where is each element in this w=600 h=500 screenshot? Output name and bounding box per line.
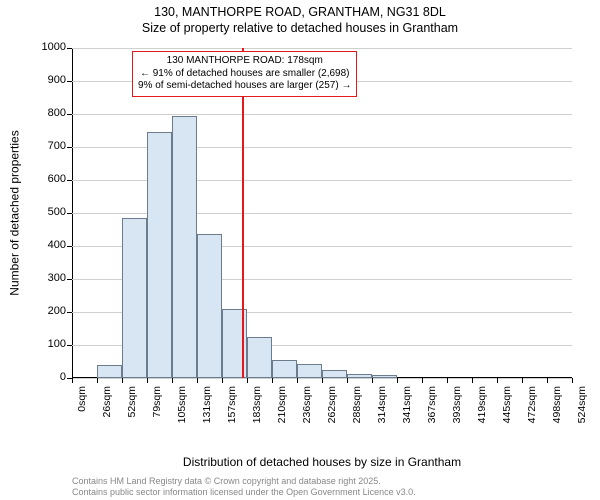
xtick-label: 105sqm: [176, 386, 188, 446]
xtick-mark: [422, 378, 423, 383]
title-line-2: Size of property relative to detached ho…: [142, 21, 458, 35]
annotation-line-3: 9% of semi-detached houses are larger (2…: [138, 80, 351, 93]
histogram-bar: [147, 132, 172, 378]
xtick-mark: [197, 378, 198, 383]
ytick-mark: [67, 114, 72, 115]
xtick-mark: [397, 378, 398, 383]
gridline: [72, 48, 572, 49]
title-line-1: 130, MANTHORPE ROAD, GRANTHAM, NG31 8DL: [154, 5, 446, 19]
xtick-label: 341sqm: [401, 386, 413, 446]
ytick-label: 500: [32, 206, 66, 218]
histogram-bar: [347, 374, 372, 378]
xtick-mark: [447, 378, 448, 383]
xtick-label: 498sqm: [551, 386, 563, 446]
xtick-label: 157sqm: [226, 386, 238, 446]
ytick-label: 300: [32, 272, 66, 284]
xtick-mark: [547, 378, 548, 383]
attribution: Contains HM Land Registry data © Crown c…: [72, 476, 572, 499]
ytick-mark: [67, 345, 72, 346]
xtick-label: 262sqm: [326, 386, 338, 446]
xtick-label: 393sqm: [451, 386, 463, 446]
histogram-bar: [272, 360, 297, 378]
xtick-label: 52sqm: [126, 386, 138, 446]
annotation-line-2: ← 91% of detached houses are smaller (2,…: [138, 68, 351, 81]
y-axis-label: Number of detached properties: [6, 48, 24, 378]
reference-line: [242, 48, 244, 378]
xtick-label: 236sqm: [301, 386, 313, 446]
xtick-mark: [322, 378, 323, 383]
xtick-mark: [97, 378, 98, 383]
histogram-bar: [122, 218, 147, 378]
histogram-bar: [297, 364, 322, 378]
xtick-label: 26sqm: [101, 386, 113, 446]
xtick-mark: [172, 378, 173, 383]
ytick-mark: [67, 312, 72, 313]
xtick-label: 367sqm: [426, 386, 438, 446]
ytick-mark: [67, 180, 72, 181]
xtick-mark: [522, 378, 523, 383]
xtick-mark: [347, 378, 348, 383]
xtick-mark: [572, 378, 573, 383]
xtick-mark: [247, 378, 248, 383]
xtick-label: 314sqm: [376, 386, 388, 446]
ytick-label: 200: [32, 305, 66, 317]
xtick-label: 445sqm: [501, 386, 513, 446]
xtick-label: 210sqm: [276, 386, 288, 446]
xtick-label: 472sqm: [526, 386, 538, 446]
ytick-mark: [67, 279, 72, 280]
ytick-mark: [67, 147, 72, 148]
xtick-label: 79sqm: [151, 386, 163, 446]
ytick-label: 900: [32, 74, 66, 86]
xtick-label: 0sqm: [76, 386, 88, 446]
xtick-mark: [297, 378, 298, 383]
xtick-mark: [147, 378, 148, 383]
xtick-label: 183sqm: [251, 386, 263, 446]
annotation-line-1: 130 MANTHORPE ROAD: 178sqm: [138, 55, 351, 68]
attribution-line-2: Contains public sector information licen…: [72, 487, 572, 498]
x-axis-label: Distribution of detached houses by size …: [72, 455, 572, 469]
ytick-mark: [67, 81, 72, 82]
histogram-bar: [247, 337, 272, 378]
ytick-label: 1000: [32, 41, 66, 53]
xtick-label: 288sqm: [351, 386, 363, 446]
ytick-label: 700: [32, 140, 66, 152]
xtick-mark: [122, 378, 123, 383]
histogram-bar: [97, 365, 122, 378]
ytick-mark: [67, 48, 72, 49]
xtick-mark: [72, 378, 73, 383]
xtick-label: 419sqm: [476, 386, 488, 446]
gridline: [72, 114, 572, 115]
xtick-mark: [472, 378, 473, 383]
ytick-label: 800: [32, 107, 66, 119]
xtick-label: 524sqm: [576, 386, 588, 446]
xtick-mark: [222, 378, 223, 383]
attribution-line-1: Contains HM Land Registry data © Crown c…: [72, 476, 572, 487]
histogram-bar: [172, 116, 197, 378]
xtick-mark: [372, 378, 373, 383]
xtick-mark: [497, 378, 498, 383]
histogram-bar: [322, 370, 347, 378]
annotation-box: 130 MANTHORPE ROAD: 178sqm ← 91% of deta…: [132, 51, 357, 97]
ytick-label: 0: [32, 371, 66, 383]
xtick-label: 131sqm: [201, 386, 213, 446]
plot-area: 010020030040050060070080090010000sqm26sq…: [72, 48, 572, 378]
ytick-label: 100: [32, 338, 66, 350]
histogram-bar: [197, 234, 222, 378]
chart-title: 130, MANTHORPE ROAD, GRANTHAM, NG31 8DL …: [0, 0, 600, 37]
ytick-mark: [67, 213, 72, 214]
ytick-mark: [67, 246, 72, 247]
ytick-label: 400: [32, 239, 66, 251]
chart-container: 130, MANTHORPE ROAD, GRANTHAM, NG31 8DL …: [0, 0, 600, 500]
xtick-mark: [272, 378, 273, 383]
histogram-bar: [372, 375, 397, 378]
ytick-label: 600: [32, 173, 66, 185]
